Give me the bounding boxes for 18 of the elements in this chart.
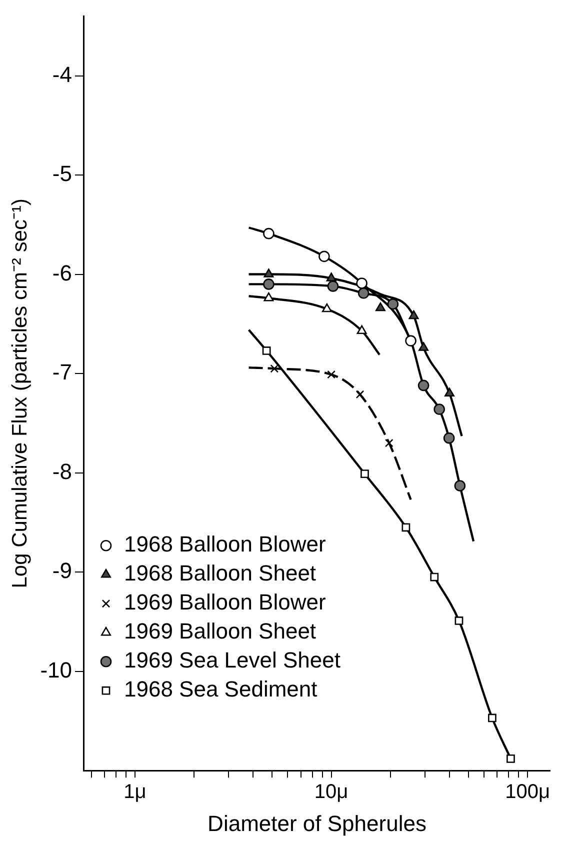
y-tick-label: -10: [40, 657, 72, 682]
x-tick-label: 10μ: [314, 781, 348, 804]
x-axis-title: Diameter of Spherules: [208, 810, 426, 836]
x-tick-label: 100μ: [505, 781, 550, 804]
legend-label: 1968 Balloon Blower: [124, 532, 326, 557]
y-axis-title: Log Cumulative Flux (particles cm⁻² sec⁻¹): [8, 198, 32, 588]
y-tick-label: -7: [52, 360, 72, 385]
y-tick-label: -5: [52, 161, 72, 186]
legend-label: 1969 Balloon Blower: [124, 590, 326, 615]
y-tick-label: -4: [52, 62, 72, 87]
legend-label: 1968 Balloon Sheet: [124, 560, 316, 586]
y-tick-label: -6: [52, 260, 72, 286]
legend-label: 1968 Sea Sediment: [124, 676, 318, 702]
x-tick-label: 1μ: [124, 781, 146, 804]
y-tick-label: -8: [52, 458, 72, 484]
legend-label: 1969 Balloon Sheet: [124, 618, 316, 644]
y-tick-label: -9: [52, 558, 72, 584]
legend-label: 1969 Sea Level Sheet: [124, 648, 341, 673]
